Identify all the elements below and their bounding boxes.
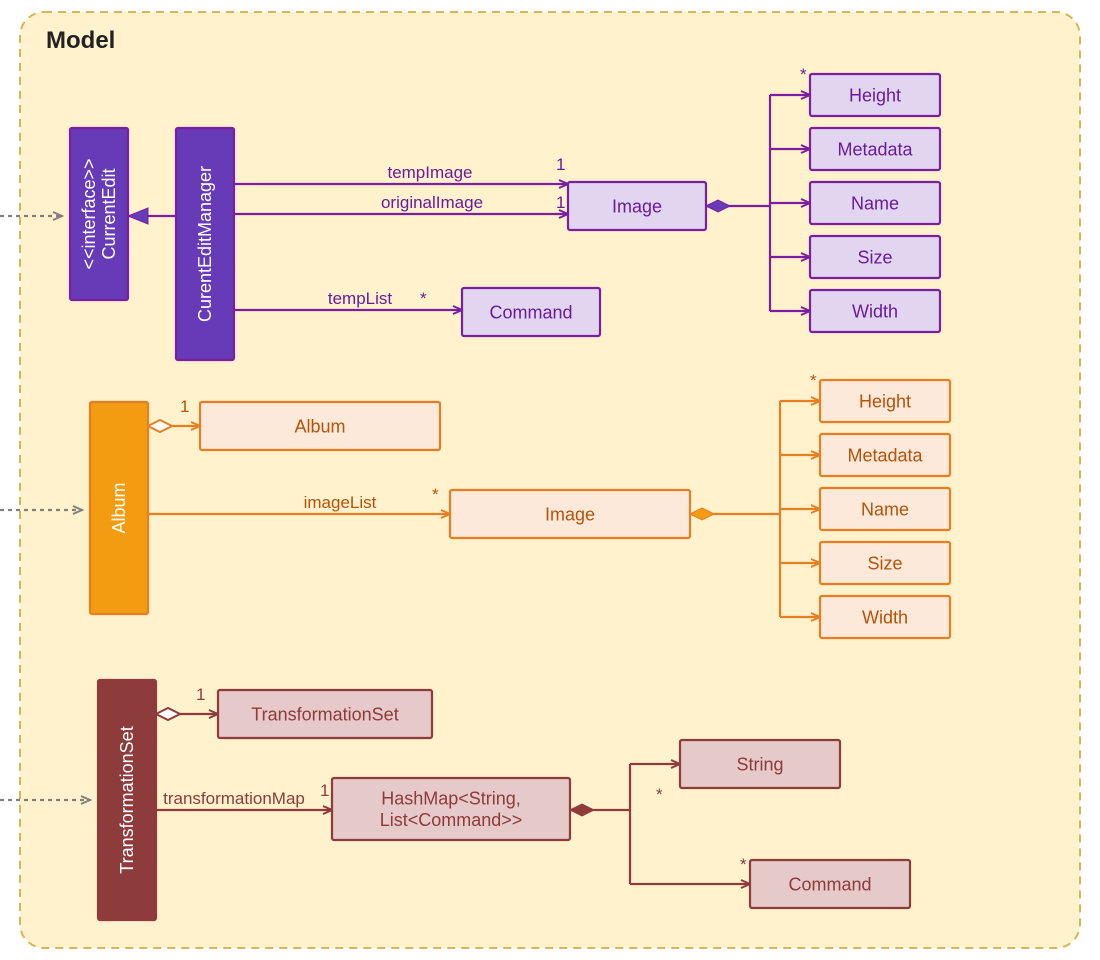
edge-multiplicity: *: [800, 65, 807, 84]
box-album_v-labelgroup: Album: [109, 482, 129, 533]
edge-multiplicity: 1: [556, 193, 565, 212]
box-album_h-label: Album: [294, 416, 345, 436]
box-metadata_p-label: Metadata: [837, 139, 913, 159]
edge-multiplicity: 1: [196, 685, 205, 704]
box-tset_v-label: TransformationSet: [117, 726, 137, 873]
box-tset_h-label: TransformationSet: [251, 704, 398, 724]
edge-multiplicity: *: [740, 855, 747, 874]
box-size_p-label: Size: [857, 247, 892, 267]
box-name_p-label: Name: [851, 193, 899, 213]
box-currentEditMgr-label: CurentEditManager: [195, 166, 215, 322]
box-image_p-label: Image: [612, 196, 662, 216]
box-string_m-label: String: [736, 754, 783, 774]
edge-multiplicity: *: [810, 371, 817, 390]
box-name_o-label: Name: [861, 499, 909, 519]
model-diagram: Model tempImage 1 originalImage 1 tempList * * 1…: [0, 0, 1100, 960]
box-album_v-label: Album: [109, 482, 129, 533]
edge-multiplicity: 1: [180, 397, 189, 416]
package-title: Model: [46, 27, 115, 54]
box-currentEditMgr-labelgroup: CurentEditManager: [195, 166, 215, 322]
edge-multiplicity: 1: [556, 155, 565, 174]
edge-label: transformationMap: [163, 789, 305, 808]
edge-label: originalImage: [381, 193, 483, 212]
box-width_o-label: Width: [862, 607, 908, 627]
box-metadata_o-label: Metadata: [847, 445, 923, 465]
box-tset_v-labelgroup: TransformationSet: [117, 726, 137, 873]
box-hashmap-label: List<Command>>: [380, 810, 523, 830]
box-currentEdit-labelgroup: <<interface>>CurrentEdit: [79, 158, 119, 269]
edge-multiplicity: *: [656, 785, 663, 804]
box-currentEdit-label: CurrentEdit: [99, 168, 119, 259]
edge-label: tempList: [328, 289, 393, 308]
box-hashmap-label: HashMap<String,: [381, 789, 521, 809]
box-command_p-label: Command: [489, 302, 572, 322]
edge-multiplicity: *: [420, 289, 427, 308]
edge-label: tempImage: [387, 163, 472, 182]
edge-label: imageList: [304, 493, 377, 512]
box-currentEdit-label: <<interface>>: [79, 158, 99, 269]
box-height_p-label: Height: [849, 85, 901, 105]
edge-multiplicity: 1: [320, 781, 329, 800]
box-image_o-label: Image: [545, 504, 595, 524]
box-width_p-label: Width: [852, 301, 898, 321]
box-size_o-label: Size: [867, 553, 902, 573]
edge-multiplicity: *: [432, 485, 439, 504]
box-hashmap: [332, 778, 570, 840]
box-height_o-label: Height: [859, 391, 911, 411]
box-command_m-label: Command: [788, 874, 871, 894]
